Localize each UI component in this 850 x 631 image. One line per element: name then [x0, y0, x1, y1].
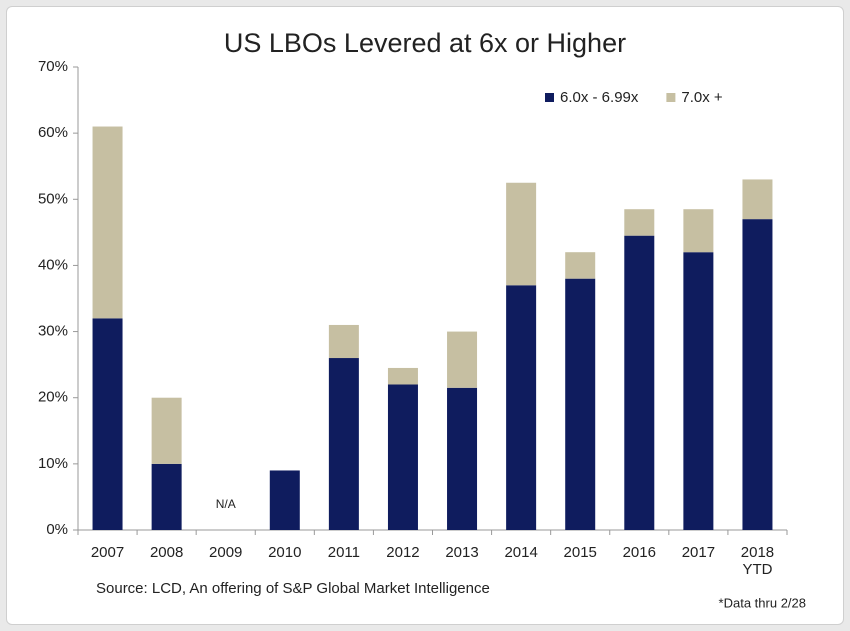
bar-segment: [387, 367, 418, 385]
annotation: N/A: [216, 497, 236, 511]
legend-swatch: [666, 93, 676, 102]
bar-segment: [387, 384, 418, 530]
bar-segment: [683, 252, 714, 530]
y-tick-label: 20%: [38, 389, 68, 406]
x-tick-label: 2007: [90, 544, 125, 561]
y-tick-label: 30%: [38, 323, 68, 340]
x-tick-label: 2009: [209, 544, 243, 561]
chart-title: US LBOs Levered at 6x or Higher: [224, 28, 626, 58]
x-tick-label: 2018 YTD: [740, 544, 775, 578]
y-tick-label: 10%: [38, 455, 68, 472]
bar-segment: [151, 463, 182, 530]
x-tick-label: 2016: [622, 544, 656, 561]
bar-segment: [92, 126, 123, 319]
x-tick-label: 2011: [327, 544, 360, 561]
bar-segment: [447, 387, 478, 530]
bar-segment: [742, 219, 773, 530]
footnote: *Data thru 2/28: [719, 595, 806, 610]
bar-segment: [328, 324, 359, 359]
bar-segment: [683, 209, 714, 253]
bar-segment: [328, 358, 359, 530]
bar-segment: [151, 397, 182, 464]
bar-segment: [742, 179, 773, 220]
bar-segment: [624, 209, 655, 236]
y-tick-label: 70%: [38, 58, 68, 75]
bar-segment: [92, 318, 123, 530]
x-tick-label: 2014: [504, 544, 538, 561]
bar-segment: [447, 331, 478, 388]
bar-segment: [269, 470, 300, 530]
x-tick-label: 2017: [681, 544, 716, 561]
x-tick-label: 2012: [386, 544, 420, 561]
bar-segment: [506, 182, 537, 286]
bar-segment: [624, 235, 655, 530]
x-tick-label: 2013: [445, 544, 479, 561]
y-tick-label: 50%: [38, 190, 68, 207]
x-tick-label: 2008: [149, 544, 184, 561]
source-note: Source: LCD, An offering of S&P Global M…: [96, 580, 490, 597]
bar-segment: [565, 252, 596, 279]
x-tick-label: 2010: [268, 544, 302, 561]
x-tick-label: 2015: [563, 544, 597, 561]
y-tick-label: 40%: [38, 256, 68, 273]
legend-label: 6.0x - 6.99x: [560, 89, 639, 106]
legend-swatch: [545, 93, 554, 102]
legend-label: 7.0x +: [681, 89, 723, 106]
y-tick-label: 0%: [46, 521, 68, 538]
bar-segment: [506, 285, 537, 530]
y-tick-label: 60%: [38, 124, 68, 141]
bar-segment: [565, 278, 596, 530]
